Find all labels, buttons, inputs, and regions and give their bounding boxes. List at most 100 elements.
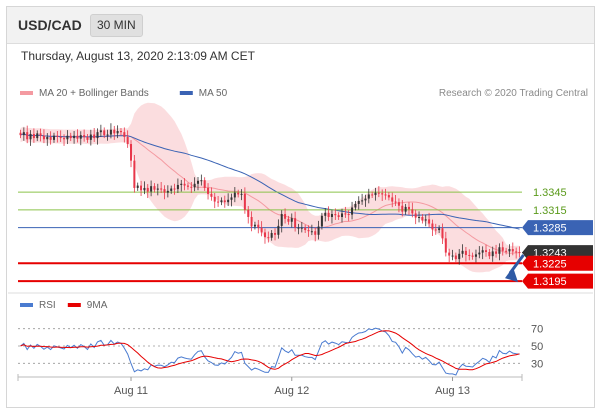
candle-body (404, 206, 407, 212)
candle-body (277, 225, 280, 235)
candle-body (471, 255, 474, 257)
candle-body (377, 192, 380, 194)
candle-body (300, 227, 303, 229)
forecast-arrow-head (505, 267, 518, 283)
candle-body (49, 136, 52, 140)
legend-swatch (67, 303, 81, 307)
candle-body (364, 198, 367, 201)
level-label-1.3285: 1.3285 (533, 223, 567, 235)
candle-body (394, 201, 397, 203)
candle-body (243, 193, 246, 210)
candle-body (119, 130, 122, 133)
candle-body (176, 184, 179, 190)
candle-body (260, 227, 263, 233)
candle-body (186, 185, 189, 187)
candle-body (193, 183, 196, 188)
candle-body (170, 188, 173, 191)
candle-body (109, 129, 112, 135)
candle-body (287, 218, 290, 222)
x-label-aug-11: Aug 11 (114, 385, 148, 397)
candle-body (207, 187, 210, 194)
level-label-1.3315: 1.3315 (533, 205, 567, 217)
axis-layer: Aug 11 Aug 12 Aug 13 (8, 292, 593, 397)
candle-body (495, 251, 498, 254)
candle-body (371, 194, 374, 196)
candle-body (441, 228, 444, 239)
chart-timestamp: Thursday, August 13, 2020 2:13:09 AM CET (21, 49, 255, 63)
level-label-1.3345: 1.3345 (533, 187, 567, 199)
candle-body (297, 227, 300, 229)
candle-body (421, 217, 424, 221)
timeframe-badge[interactable]: 30 MIN (90, 14, 143, 37)
candle-body (381, 193, 384, 195)
legend-label: 9MA (87, 300, 108, 311)
candle-body (253, 224, 256, 227)
candle-body (464, 250, 467, 255)
candle-body (451, 255, 454, 257)
candle-body (36, 133, 39, 139)
candle-body (93, 134, 96, 139)
rsi-layer: 70 50 30 (18, 324, 543, 376)
candle-body (334, 214, 337, 216)
x-label-aug-13: Aug 13 (435, 385, 470, 397)
candle-body (454, 255, 457, 260)
candle-body (217, 201, 220, 203)
legend-swatch (179, 91, 193, 95)
candle-body (418, 217, 421, 218)
candle-body (518, 252, 521, 253)
rsi-tick-70: 70 (531, 324, 543, 336)
candle-body (220, 200, 223, 203)
candle-body (448, 252, 451, 256)
candle-body (230, 197, 233, 200)
candle-body (140, 185, 143, 191)
candle-body (428, 219, 431, 224)
level-label-1.3195: 1.3195 (533, 276, 567, 288)
chart-widget: USD/CAD 30 MIN Thursday, August 13, 2020… (6, 6, 595, 408)
candle-body (46, 136, 49, 140)
candle-body (183, 183, 186, 186)
candle-body (511, 249, 514, 252)
candle-body (173, 188, 176, 190)
candle-body (39, 133, 42, 136)
candlestick-layer (19, 123, 525, 283)
candle-body (52, 135, 55, 140)
candle-body (63, 138, 66, 140)
candle-body (294, 218, 297, 228)
candle-body (280, 214, 283, 226)
candle-body (83, 135, 86, 137)
legend-layer: MA 20 + Bollinger Bands MA 50 RSI 9MA Resear… (20, 88, 588, 311)
candle-body (126, 136, 129, 145)
candle-body (106, 134, 109, 136)
candle-body (56, 135, 59, 137)
candle-body (133, 160, 136, 188)
candle-body (156, 188, 159, 190)
candle-body (444, 238, 447, 253)
candle-body (327, 212, 330, 217)
candle-body (501, 247, 504, 251)
candle-body (407, 206, 410, 210)
candle-body (347, 214, 350, 216)
candle-body (391, 197, 394, 202)
candle-body (374, 192, 377, 196)
candle-body (270, 233, 273, 238)
candle-body (424, 219, 427, 221)
candle-body (113, 129, 116, 134)
candle-body (411, 209, 414, 214)
candle-body (143, 187, 146, 191)
candle-body (29, 133, 32, 140)
candle-body (357, 200, 360, 204)
candle-body (257, 224, 260, 228)
candle-body (387, 195, 390, 198)
candle-body (344, 213, 347, 215)
candle-body (498, 247, 501, 254)
candle-body (263, 232, 266, 238)
candle-body (203, 180, 206, 188)
legend-swatch (20, 91, 33, 95)
candle-body (290, 218, 293, 222)
candle-body (337, 215, 340, 217)
candle-body (340, 213, 344, 217)
candle-body (146, 187, 149, 192)
candle-body (240, 193, 243, 195)
candle-body (307, 230, 310, 232)
